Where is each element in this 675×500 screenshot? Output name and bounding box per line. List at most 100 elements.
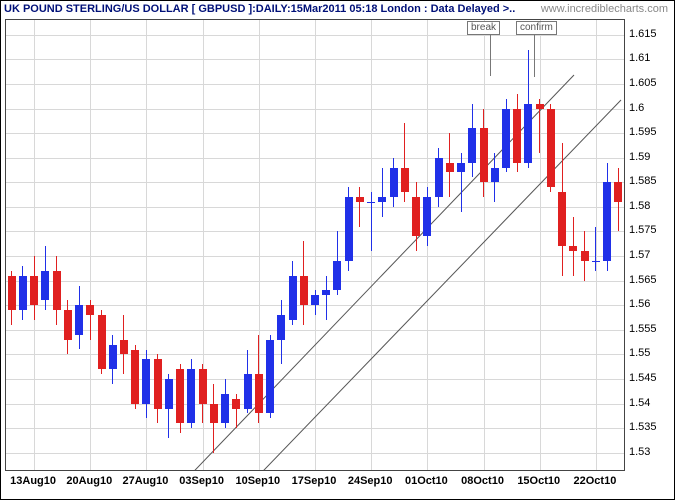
candle-body: [378, 197, 386, 202]
candle-body: [390, 168, 398, 198]
candle-body: [120, 340, 128, 355]
candle-body: [592, 261, 600, 262]
candle-body: [277, 315, 285, 340]
x-axis-label: 20Aug10: [66, 475, 112, 487]
annotation-confirm: confirm: [516, 21, 557, 35]
candle-body: [19, 276, 27, 310]
candle-body: [468, 128, 476, 162]
x-axis-label: 13Aug10: [10, 475, 56, 487]
candle-wick: [382, 168, 383, 217]
y-axis-label: 1.575: [629, 224, 657, 236]
candle-body: [176, 369, 184, 423]
y-axis-label: 1.57: [629, 249, 650, 261]
gridline-v: [315, 20, 316, 470]
candle-wick: [359, 187, 360, 226]
candle-body: [210, 404, 218, 424]
candle-wick: [595, 227, 596, 271]
candle-body: [333, 261, 341, 291]
y-axis-label: 1.56: [629, 298, 650, 310]
candle-body: [480, 128, 488, 182]
gridline-v: [90, 20, 91, 470]
candle-body: [187, 369, 195, 423]
x-axis-label: 24Sep10: [348, 475, 393, 487]
candle-body: [423, 197, 431, 236]
candle-body: [502, 109, 510, 168]
candle-body: [401, 168, 409, 193]
y-axis-label: 1.605: [629, 77, 657, 89]
candle-body: [581, 251, 589, 261]
candle-body: [41, 271, 49, 301]
candle-body: [53, 271, 61, 310]
candle-body: [75, 305, 83, 335]
x-axis-label: 27Aug10: [123, 475, 169, 487]
candle-body: [199, 369, 207, 403]
candle-body: [569, 246, 577, 251]
y-axis-label: 1.615: [629, 28, 657, 40]
y-axis-label: 1.6: [629, 102, 644, 114]
y-axis-label: 1.58: [629, 200, 650, 212]
plot-area: [5, 19, 625, 471]
y-axis-label: 1.545: [629, 372, 657, 384]
candle-body: [603, 182, 611, 261]
candle-body: [131, 350, 139, 404]
candle-body: [30, 276, 38, 306]
candle-body: [109, 345, 117, 370]
x-axis-label: 15Oct10: [517, 475, 560, 487]
candle-body: [345, 197, 353, 261]
y-axis-label: 1.61: [629, 52, 650, 64]
candle-body: [221, 394, 229, 424]
gridline-v: [540, 20, 541, 470]
candle-body: [64, 310, 72, 340]
candle-body: [86, 305, 94, 315]
candle-body: [412, 197, 420, 236]
candle-body: [300, 276, 308, 306]
y-axis-label: 1.595: [629, 126, 657, 138]
y-axis-label: 1.53: [629, 446, 650, 458]
candle-body: [457, 163, 465, 173]
annotation-line: [534, 34, 535, 77]
candle-body: [142, 359, 150, 403]
candle-body: [244, 374, 252, 408]
x-axis-label: 10Sep10: [235, 475, 280, 487]
candle-body: [367, 202, 375, 203]
candle-body: [154, 359, 162, 408]
candle-body: [311, 295, 319, 305]
candle-body: [446, 163, 454, 173]
annotation-break: break: [467, 21, 500, 35]
candle-body: [255, 374, 263, 413]
candle-wick: [326, 276, 327, 320]
candle-body: [547, 109, 555, 188]
y-axis-label: 1.555: [629, 323, 657, 335]
candle-body: [513, 109, 521, 163]
candle-body: [98, 315, 106, 369]
candle-body: [232, 399, 240, 409]
candle-body: [536, 104, 544, 109]
chart-container: UK POUND STERLING/US DOLLAR [ GBPUSD ]:D…: [0, 0, 675, 500]
candle-body: [266, 340, 274, 414]
gridline-v: [484, 20, 485, 470]
watermark: www.incrediblecharts.com: [541, 3, 668, 15]
gridline-v: [34, 20, 35, 470]
annotation-line: [490, 34, 491, 76]
candle-body: [289, 276, 297, 320]
y-axis-label: 1.535: [629, 421, 657, 433]
candle-body: [356, 197, 364, 202]
y-axis-label: 1.585: [629, 175, 657, 187]
candle-body: [322, 290, 330, 295]
y-axis-label: 1.59: [629, 151, 650, 163]
candle-body: [165, 379, 173, 409]
x-axis-label: 03Sep10: [179, 475, 224, 487]
candle-body: [8, 276, 16, 310]
candle-body: [558, 192, 566, 246]
y-axis-label: 1.55: [629, 347, 650, 359]
x-axis-label: 01Oct10: [405, 475, 448, 487]
candle-body: [491, 168, 499, 183]
candle-body: [435, 158, 443, 197]
x-axis-label: 17Sep10: [292, 475, 337, 487]
candle-body: [524, 104, 532, 163]
y-axis-label: 1.565: [629, 274, 657, 286]
candle-body: [614, 182, 622, 202]
x-axis-label: 08Oct10: [461, 475, 504, 487]
x-axis-label: 22Oct10: [574, 475, 617, 487]
y-axis-label: 1.54: [629, 397, 650, 409]
